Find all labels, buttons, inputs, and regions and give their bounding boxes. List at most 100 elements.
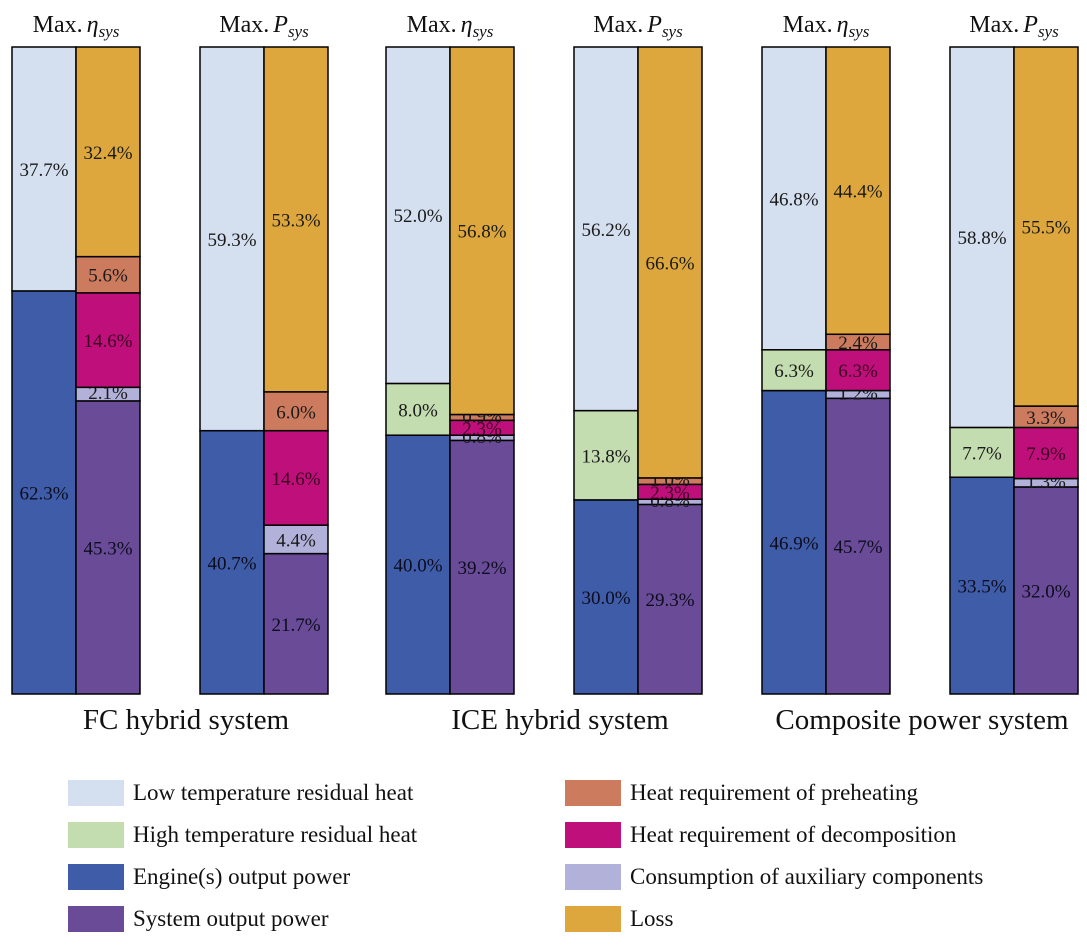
group-label: Composite power system bbox=[775, 704, 1069, 736]
data-label-engine: 40.7% bbox=[207, 553, 256, 574]
data-label-high: 6.3% bbox=[774, 361, 814, 382]
bar-segment-system bbox=[263, 552, 329, 695]
bar-segment-loss bbox=[1013, 46, 1079, 407]
legend-swatch-decomp bbox=[565, 822, 621, 848]
data-label-loss: 55.5% bbox=[1021, 218, 1070, 239]
data-label-decomp: 2.3% bbox=[462, 419, 502, 440]
legend-label-loss: Loss bbox=[630, 906, 674, 931]
data-label-aux: 4.4% bbox=[276, 530, 316, 551]
legend-item-loss: Loss bbox=[565, 904, 1065, 934]
bar-segment-decomp bbox=[263, 429, 329, 526]
data-label-aux: 2.1% bbox=[88, 383, 128, 404]
data-label-low: 37.7% bbox=[19, 160, 68, 181]
column-header: Max. Psys bbox=[219, 12, 309, 41]
data-label-high: 13.8% bbox=[581, 446, 630, 467]
legend-item-low: Low temperature residual heat bbox=[68, 778, 498, 808]
legend-label-engine: Engine(s) output power bbox=[133, 864, 351, 889]
bar-segment-loss bbox=[75, 46, 141, 258]
bar-segment-low bbox=[573, 46, 639, 412]
bar-segment-loss bbox=[825, 46, 891, 336]
energy-flow-chart: Max. ηsys 62.3% 37.7% 45.3% 2.1% 14.6% 5.6% 32.4… bbox=[11, 12, 1079, 736]
data-label-preheat: 5.6% bbox=[88, 266, 128, 287]
data-label-engine: 46.9% bbox=[769, 533, 818, 554]
column-header: Max. Psys bbox=[969, 12, 1059, 41]
column-header: Max. ηsys bbox=[33, 12, 120, 41]
legend-swatch-aux bbox=[565, 864, 621, 890]
data-label-loss: 44.4% bbox=[833, 182, 882, 203]
bar-segment-engine bbox=[761, 389, 827, 695]
bar-segment-low bbox=[199, 46, 265, 432]
legend-item-aux: Consumption of auxiliary components bbox=[565, 862, 1065, 892]
legend-swatch-loss bbox=[565, 906, 621, 932]
data-label-low: 56.2% bbox=[581, 220, 630, 241]
legend-swatch-preheat bbox=[565, 780, 621, 806]
bar-segment-loss bbox=[449, 46, 515, 416]
data-label-loss: 32.4% bbox=[83, 143, 132, 164]
data-label-engine: 62.3% bbox=[19, 483, 68, 504]
bar-segment-engine bbox=[199, 429, 265, 695]
data-label-system: 45.3% bbox=[83, 538, 132, 559]
column-header: Max. Psys bbox=[593, 12, 683, 41]
bar-segment-preheat bbox=[75, 255, 141, 294]
legend-item-system: System output power bbox=[68, 904, 498, 934]
data-label-decomp: 14.6% bbox=[271, 469, 320, 490]
bar-segment-engine bbox=[11, 290, 77, 695]
data-label-preheat: 6.0% bbox=[276, 402, 316, 423]
data-label-engine: 33.5% bbox=[957, 577, 1006, 598]
legend-label-decomp: Heat requirement of decomposition bbox=[630, 822, 957, 847]
data-label-low: 59.3% bbox=[207, 230, 256, 251]
legend-label-preheat: Heat requirement of preheating bbox=[630, 780, 919, 805]
data-label-preheat: 3.3% bbox=[1026, 408, 1066, 429]
legend-item-preheat: Heat requirement of preheating bbox=[565, 778, 1065, 808]
data-label-low: 52.0% bbox=[393, 206, 442, 227]
data-label-decomp: 14.6% bbox=[83, 331, 132, 352]
bar-segment-loss bbox=[263, 46, 329, 393]
data-label-loss: 53.3% bbox=[271, 210, 320, 231]
data-label-high: 8.0% bbox=[398, 400, 438, 421]
data-label-high: 7.7% bbox=[962, 443, 1002, 464]
bar-segment-high bbox=[761, 349, 827, 392]
data-label-system: 45.7% bbox=[833, 537, 882, 558]
legend-swatch-low bbox=[68, 780, 124, 806]
legend-label-low: Low temperature residual heat bbox=[133, 780, 414, 805]
legend-item-engine: Engine(s) output power bbox=[68, 862, 498, 892]
bar-segment-low bbox=[11, 46, 77, 292]
data-label-preheat: 2.4% bbox=[838, 333, 878, 354]
data-label-decomp: 7.9% bbox=[1026, 444, 1066, 465]
bar-segment-decomp bbox=[1013, 426, 1079, 480]
data-label-decomp: 6.3% bbox=[838, 361, 878, 382]
legend: Low temperature residual heat Heat requi… bbox=[68, 778, 1078, 946]
data-label-loss: 66.6% bbox=[645, 253, 694, 274]
bar-segment-loss bbox=[637, 46, 703, 479]
legend-item-high: High temperature residual heat bbox=[68, 820, 498, 850]
data-label-engine: 40.0% bbox=[393, 556, 442, 577]
column-header: Max. ηsys bbox=[783, 12, 870, 41]
bar-segment-aux bbox=[263, 524, 329, 555]
data-label-system: 21.7% bbox=[271, 615, 320, 636]
legend-label-aux: Consumption of auxiliary components bbox=[630, 864, 984, 889]
group-label: ICE hybrid system bbox=[451, 704, 669, 736]
data-label-system: 29.3% bbox=[645, 590, 694, 611]
bar-segment-system bbox=[449, 439, 515, 695]
data-label-low: 58.8% bbox=[957, 228, 1006, 249]
bar-segment-engine bbox=[385, 434, 451, 695]
legend-swatch-engine bbox=[68, 864, 124, 890]
group-label: FC hybrid system bbox=[83, 704, 290, 736]
legend-label-system: System output power bbox=[133, 906, 329, 931]
column-header: Max. ηsys bbox=[407, 12, 494, 41]
bar-segment-system bbox=[1013, 486, 1079, 695]
bar-segment-high bbox=[949, 426, 1015, 479]
legend-item-decomp: Heat requirement of decomposition bbox=[565, 820, 1065, 850]
legend-label-high: High temperature residual heat bbox=[133, 822, 418, 847]
bar-segment-decomp bbox=[825, 349, 891, 392]
bar-segment-system bbox=[825, 397, 891, 695]
bar-segment-low bbox=[949, 46, 1015, 429]
data-label-system: 32.0% bbox=[1021, 581, 1070, 602]
legend-swatch-high bbox=[68, 822, 124, 848]
bar-segment-low bbox=[761, 46, 827, 351]
bar-segment-low bbox=[385, 46, 451, 385]
data-label-system: 39.2% bbox=[457, 558, 506, 579]
bar-segment-engine bbox=[573, 499, 639, 695]
legend-swatch-system bbox=[68, 906, 124, 932]
data-label-low: 46.8% bbox=[769, 189, 818, 210]
